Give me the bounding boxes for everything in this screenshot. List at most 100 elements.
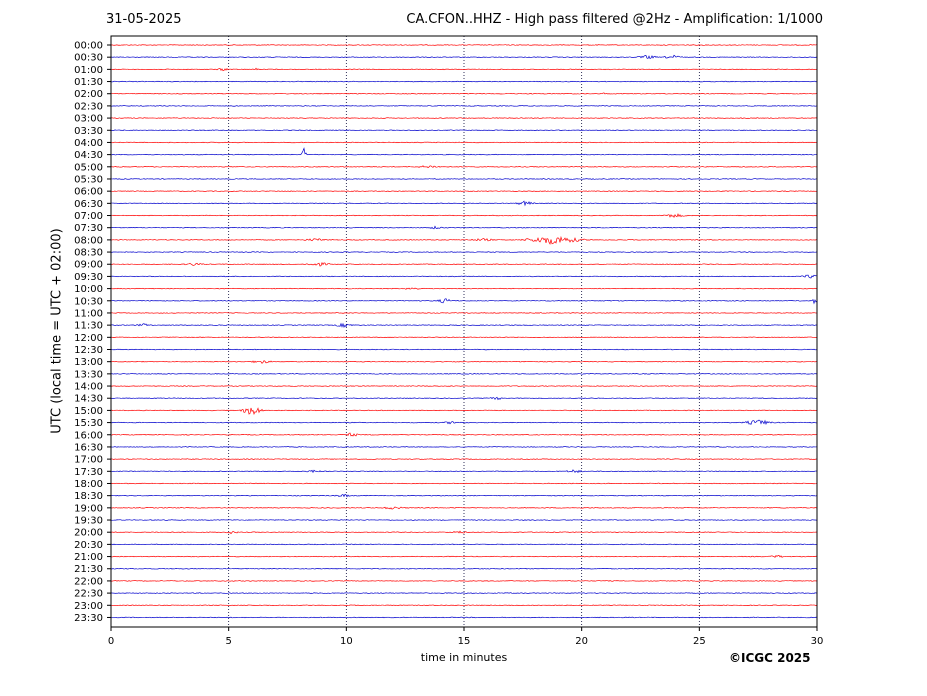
trace-0230 [110, 105, 818, 107]
y-tick-label-23: 11:30 [74, 321, 103, 332]
trace-2200 [110, 580, 818, 582]
y-tick-label-14: 07:00 [74, 211, 103, 222]
trace-1100 [110, 312, 818, 314]
trace-1130 [110, 322, 818, 329]
trace-0730 [110, 225, 818, 230]
y-tick-label-24: 12:00 [74, 333, 103, 344]
trace-0000 [110, 44, 818, 46]
trace-0300 [110, 117, 818, 119]
trace-1330 [110, 373, 818, 375]
trace-2300 [110, 604, 818, 607]
trace-0100 [110, 67, 818, 72]
y-tick-label-11: 05:30 [74, 174, 103, 185]
y-tick-label-43: 21:30 [74, 564, 103, 575]
trace-2230 [110, 592, 818, 594]
trace-1030 [110, 298, 818, 305]
y-tick-label-20: 10:00 [74, 284, 103, 295]
x-tick-label-2: 10 [340, 636, 353, 647]
y-tick-label-47: 23:30 [74, 613, 103, 624]
y-tick-label-27: 13:30 [74, 369, 103, 380]
trace-2030 [110, 543, 818, 546]
trace-1830 [110, 493, 818, 498]
y-tick-label-7: 03:30 [74, 126, 103, 137]
y-tick-label-44: 22:00 [74, 576, 103, 587]
vertical-gridlines [228, 36, 700, 627]
y-tick-label-15: 07:30 [74, 223, 103, 234]
y-tick-label-33: 16:30 [74, 442, 103, 453]
trace-1930 [110, 519, 818, 521]
trace-0900 [110, 261, 818, 267]
y-tick-label-8: 04:00 [74, 138, 103, 149]
trace-0630 [110, 200, 818, 207]
date-label: 31-05-2025 [106, 12, 182, 27]
trace-1800 [110, 482, 818, 485]
plot-frame [110, 35, 818, 628]
trace-1400 [110, 385, 818, 387]
trace-0600 [110, 190, 818, 192]
y-tick-label-6: 03:00 [74, 114, 103, 125]
y-tick-label-16: 08:00 [74, 235, 103, 246]
x-tick-label-0: 0 [108, 636, 114, 647]
trace-0700 [110, 213, 818, 219]
y-tick-label-10: 05:00 [74, 162, 103, 173]
trace-0430 [110, 147, 818, 156]
trace-1200 [110, 336, 818, 339]
trace-0400 [110, 141, 818, 144]
y-tick-label-26: 13:00 [74, 357, 103, 368]
trace-1900 [110, 506, 818, 510]
trace-1430 [110, 396, 818, 401]
y-tick-label-40: 20:00 [74, 528, 103, 539]
trace-0530 [110, 178, 818, 180]
y-tick-label-29: 14:30 [74, 394, 103, 405]
trace-2100 [110, 554, 818, 558]
x-tick-label-6: 30 [811, 636, 824, 647]
x-tick-label-3: 15 [458, 636, 471, 647]
trace-1730 [111, 469, 818, 474]
trace-0500 [110, 165, 817, 169]
y-tick-label-31: 15:30 [74, 418, 103, 429]
trace-0200 [110, 92, 818, 95]
y-tick-label-4: 02:00 [74, 89, 103, 100]
trace-0830 [110, 251, 818, 253]
trace-lines [110, 44, 818, 619]
y-tick-label-19: 09:30 [74, 272, 103, 283]
trace-0930 [110, 274, 818, 279]
trace-1630 [110, 446, 818, 448]
trace-1300 [110, 360, 818, 364]
y-tick-label-3: 01:30 [74, 77, 103, 88]
trace-1000 [110, 287, 818, 290]
y-tick-label-34: 17:00 [74, 455, 103, 466]
y-tick-label-36: 18:00 [74, 479, 103, 490]
trace-2130 [110, 567, 818, 570]
trace-1600 [110, 432, 818, 437]
y-tick-label-1: 00:30 [74, 53, 103, 64]
trace-2000 [110, 530, 818, 535]
y-tick-label-17: 08:30 [74, 248, 103, 259]
chart-title: CA.CFON..HHZ - High pass filtered @2Hz -… [406, 12, 823, 27]
trace-1500 [110, 407, 818, 416]
y-tick-label-22: 11:00 [74, 308, 103, 319]
y-tick-label-9: 04:30 [74, 150, 103, 161]
x-tick-label-1: 5 [225, 636, 231, 647]
y-tick-label-13: 06:30 [74, 199, 103, 210]
y-tick-label-46: 23:00 [74, 601, 103, 612]
y-tick-label-25: 12:30 [74, 345, 103, 356]
trace-2330 [110, 616, 818, 619]
copyright-label: ©ICGC 2025 [729, 651, 811, 665]
trace-0030 [110, 54, 818, 59]
y-tick-label-41: 20:30 [74, 540, 103, 551]
x-tick-label-4: 20 [575, 636, 588, 647]
y-tick-label-28: 14:00 [74, 382, 103, 393]
y-tick-label-35: 17:30 [74, 467, 103, 478]
y-tick-label-39: 19:30 [74, 516, 103, 527]
y-tick-label-21: 10:30 [74, 296, 103, 307]
y-tick-label-45: 22:30 [74, 589, 103, 600]
y-tick-label-38: 19:00 [74, 503, 103, 514]
x-axis-ticks: 0 5 10 15 20 25 30 [108, 627, 824, 647]
trace-1230 [110, 348, 818, 351]
trace-0800 [110, 235, 818, 245]
trace-1700 [110, 458, 818, 460]
y-tick-label-5: 02:30 [74, 101, 103, 112]
